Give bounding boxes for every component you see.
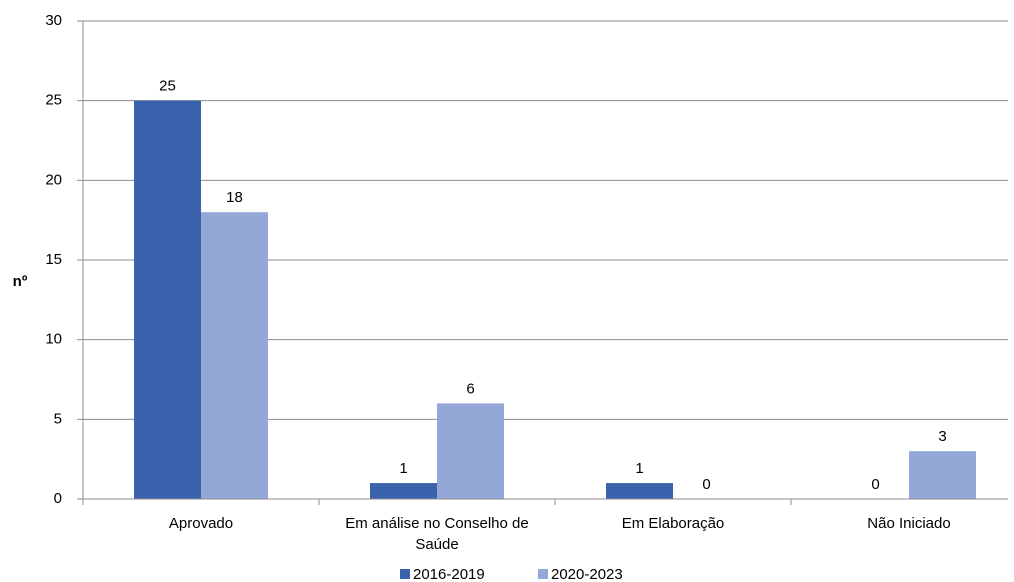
y-tick-label: 15 (45, 251, 62, 268)
data-label: 18 (226, 189, 243, 206)
data-label: 3 (938, 428, 946, 445)
data-label: 1 (635, 460, 643, 477)
data-label: 0 (702, 476, 710, 493)
x-tick-label: Em análise no Conselho de Saúde (345, 515, 528, 553)
bar (201, 212, 268, 499)
y-tick-label: 10 (45, 331, 62, 348)
x-tick-label: Não Iniciado (867, 515, 950, 532)
bar (134, 100, 201, 500)
data-label: 6 (466, 380, 474, 397)
y-tick-label: 0 (54, 490, 62, 507)
bar (437, 403, 504, 499)
y-tick-label: 30 (45, 12, 62, 29)
legend-label: 2016-2019 (413, 566, 485, 582)
data-label: 1 (399, 460, 407, 477)
x-tick-label: Aprovado (169, 515, 233, 532)
bar (909, 451, 976, 499)
y-tick-label: 25 (45, 92, 62, 109)
legend-label: 2020-2023 (551, 566, 623, 582)
legend-swatch (538, 569, 548, 579)
y-axis-label: nº (13, 273, 28, 290)
x-tick-label: Em Elaboração (622, 515, 725, 532)
bar (606, 483, 673, 499)
bar (370, 483, 437, 499)
legend-swatch (400, 569, 410, 579)
data-label: 25 (159, 78, 176, 95)
data-label: 0 (871, 476, 879, 493)
y-tick-label: 20 (45, 171, 62, 188)
y-tick-label: 5 (54, 410, 62, 427)
